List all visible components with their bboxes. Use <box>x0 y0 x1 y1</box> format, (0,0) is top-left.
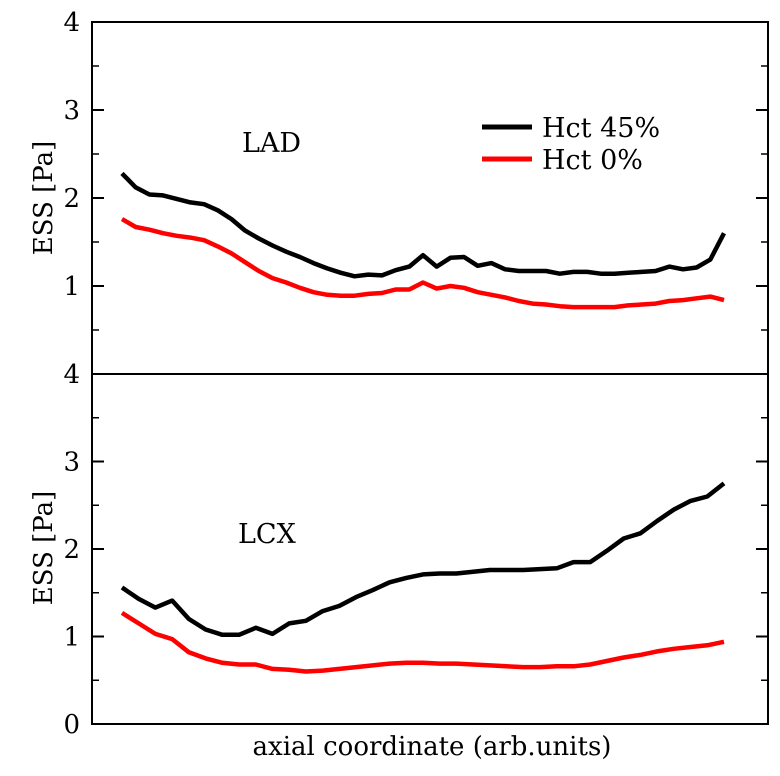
legend: Hct 45% Hct 0% <box>482 113 660 176</box>
lcx-y-tick-label: 3 <box>63 448 80 478</box>
lad-y-tick-label: 4 <box>63 8 80 38</box>
lcx-y-tick-label: 0 <box>63 710 80 740</box>
legend-label-hct45: Hct 45% <box>542 113 660 144</box>
lad-y-axis-title: ESS [Pa] <box>29 141 59 256</box>
lcx-series-hct0-line <box>120 610 725 674</box>
lad-series-hct45-line <box>120 171 726 279</box>
lcx-series-hct45-line <box>120 481 726 638</box>
series-lines <box>120 171 726 674</box>
lcx-y-tick-label: 1 <box>63 623 80 653</box>
lad-y-tick-label: 1 <box>63 272 80 302</box>
lcx-y-tick-label: 2 <box>63 535 80 565</box>
lad-series-hct0-line <box>120 217 725 310</box>
axis-ticks: 1 2 3 4 0 1 2 3 4 <box>63 8 768 740</box>
lad-panel-label: LAD <box>242 128 301 159</box>
lad-panel-frame <box>91 21 769 375</box>
lcx-y-axis-title: ESS [Pa] <box>29 491 59 606</box>
legend-label-hct0: Hct 0% <box>542 145 643 176</box>
lad-y-tick-label: 3 <box>63 96 80 126</box>
x-axis-title: axial coordinate (arb.units) <box>253 732 612 762</box>
lcx-y-tick-label: 4 <box>63 360 80 390</box>
lcx-panel-frame <box>91 373 769 725</box>
lcx-panel-label: LCX <box>238 519 297 550</box>
lad-y-tick-label: 2 <box>63 184 80 214</box>
